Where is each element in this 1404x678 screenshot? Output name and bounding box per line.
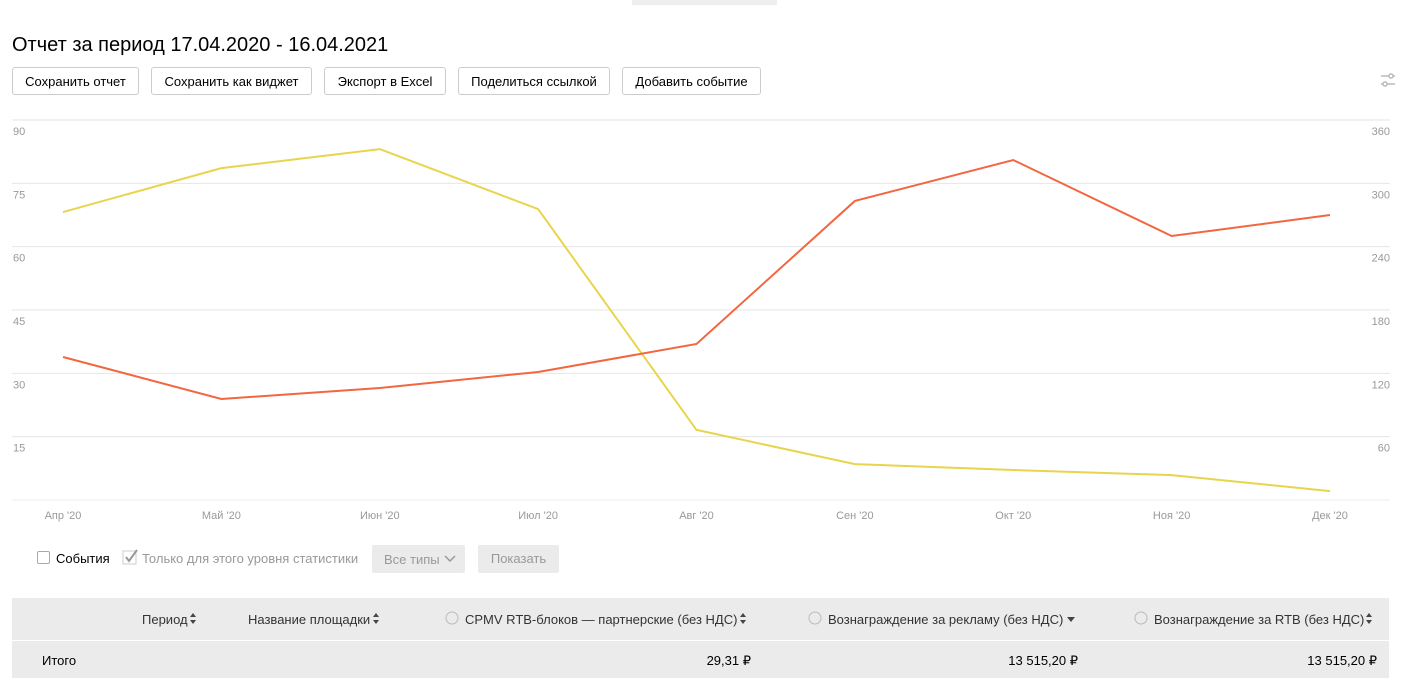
- y2-tick-label: 60: [1378, 443, 1390, 455]
- chevron: [444, 555, 456, 563]
- button[interactable]: Поделиться ссылкой: [458, 67, 610, 95]
- y-tick-label: 75: [13, 189, 25, 201]
- checkbox-label: Только для этого уровня статистики: [142, 551, 359, 566]
- y2-tick-label: 360: [1372, 126, 1390, 138]
- x-tick-label: Июн '20: [360, 510, 400, 522]
- settings-icon[interactable]: [1378, 70, 1398, 90]
- y2-tick-label: 240: [1372, 253, 1390, 265]
- x-tick-label: Май '20: [202, 510, 241, 522]
- table-total-row: [12, 641, 1389, 678]
- tab-stub: [632, 0, 777, 5]
- dropdown[interactable]: Все типы: [372, 545, 465, 573]
- checkbox[interactable]: [37, 551, 50, 564]
- x-tick-label: Авг '20: [679, 510, 714, 522]
- x-tick-label: Сен '20: [836, 510, 874, 522]
- checkbox-label: События: [56, 551, 110, 566]
- x-tick-label: Окт '20: [995, 510, 1031, 522]
- column-header[interactable]: Вознаграждение за рекламу (без НДС): [828, 612, 1064, 627]
- show-button[interactable]: Показать: [478, 545, 559, 573]
- total-cell: 13 515,20 ₽: [1008, 653, 1078, 668]
- y-tick-label: 90: [13, 126, 25, 138]
- dropdown-label: Все типы: [384, 552, 440, 567]
- button[interactable]: Сохранить отчет: [12, 67, 139, 95]
- total-cell: 13 515,20 ₽: [1307, 653, 1377, 668]
- x-tick-label: Ноя '20: [1153, 510, 1190, 522]
- x-tick-label: Июл '20: [518, 510, 558, 522]
- column-header[interactable]: Период: [142, 612, 188, 627]
- y-tick-label: 15: [13, 443, 25, 455]
- y-tick-label: 30: [13, 379, 25, 391]
- x-tick-label: Апр '20: [45, 510, 82, 522]
- checkbox-checked[interactable]: [122, 548, 140, 566]
- button[interactable]: Добавить событие: [622, 67, 761, 95]
- y2-tick-label: 180: [1372, 316, 1390, 328]
- button[interactable]: Экспорт в Excel: [324, 67, 446, 95]
- column-header[interactable]: Вознаграждение за RTB (без НДС): [1154, 612, 1365, 627]
- column-header[interactable]: CPMV RTB-блоков — партнерские (без НДС): [465, 612, 738, 627]
- table-header: [12, 598, 1389, 640]
- y-tick-label: 60: [13, 253, 25, 265]
- series-line: [62, 158, 1331, 400]
- y2-tick-label: 120: [1372, 379, 1390, 391]
- y-tick-label: 45: [13, 316, 25, 328]
- series-line: [62, 148, 1331, 493]
- total-cell: 29,31 ₽: [706, 653, 751, 668]
- header-icons: [190, 611, 1372, 625]
- total-label: Итого: [42, 653, 77, 668]
- button[interactable]: Сохранить как виджет: [151, 67, 312, 95]
- column-header[interactable]: Название площадки: [248, 612, 371, 627]
- report-title: Отчет за период 17.04.2020 - 16.04.2021: [12, 34, 389, 56]
- x-tick-label: Дек '20: [1312, 510, 1348, 522]
- chart: 15 30 45 60 75 90 60 120 180 240 300 360 Апр '20 Май …: [12, 119, 1390, 522]
- y2-tick-label: 300: [1372, 189, 1390, 201]
